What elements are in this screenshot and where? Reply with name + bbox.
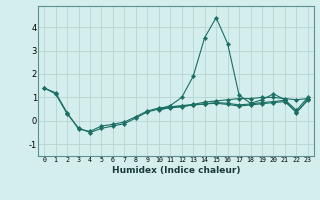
X-axis label: Humidex (Indice chaleur): Humidex (Indice chaleur): [112, 166, 240, 175]
